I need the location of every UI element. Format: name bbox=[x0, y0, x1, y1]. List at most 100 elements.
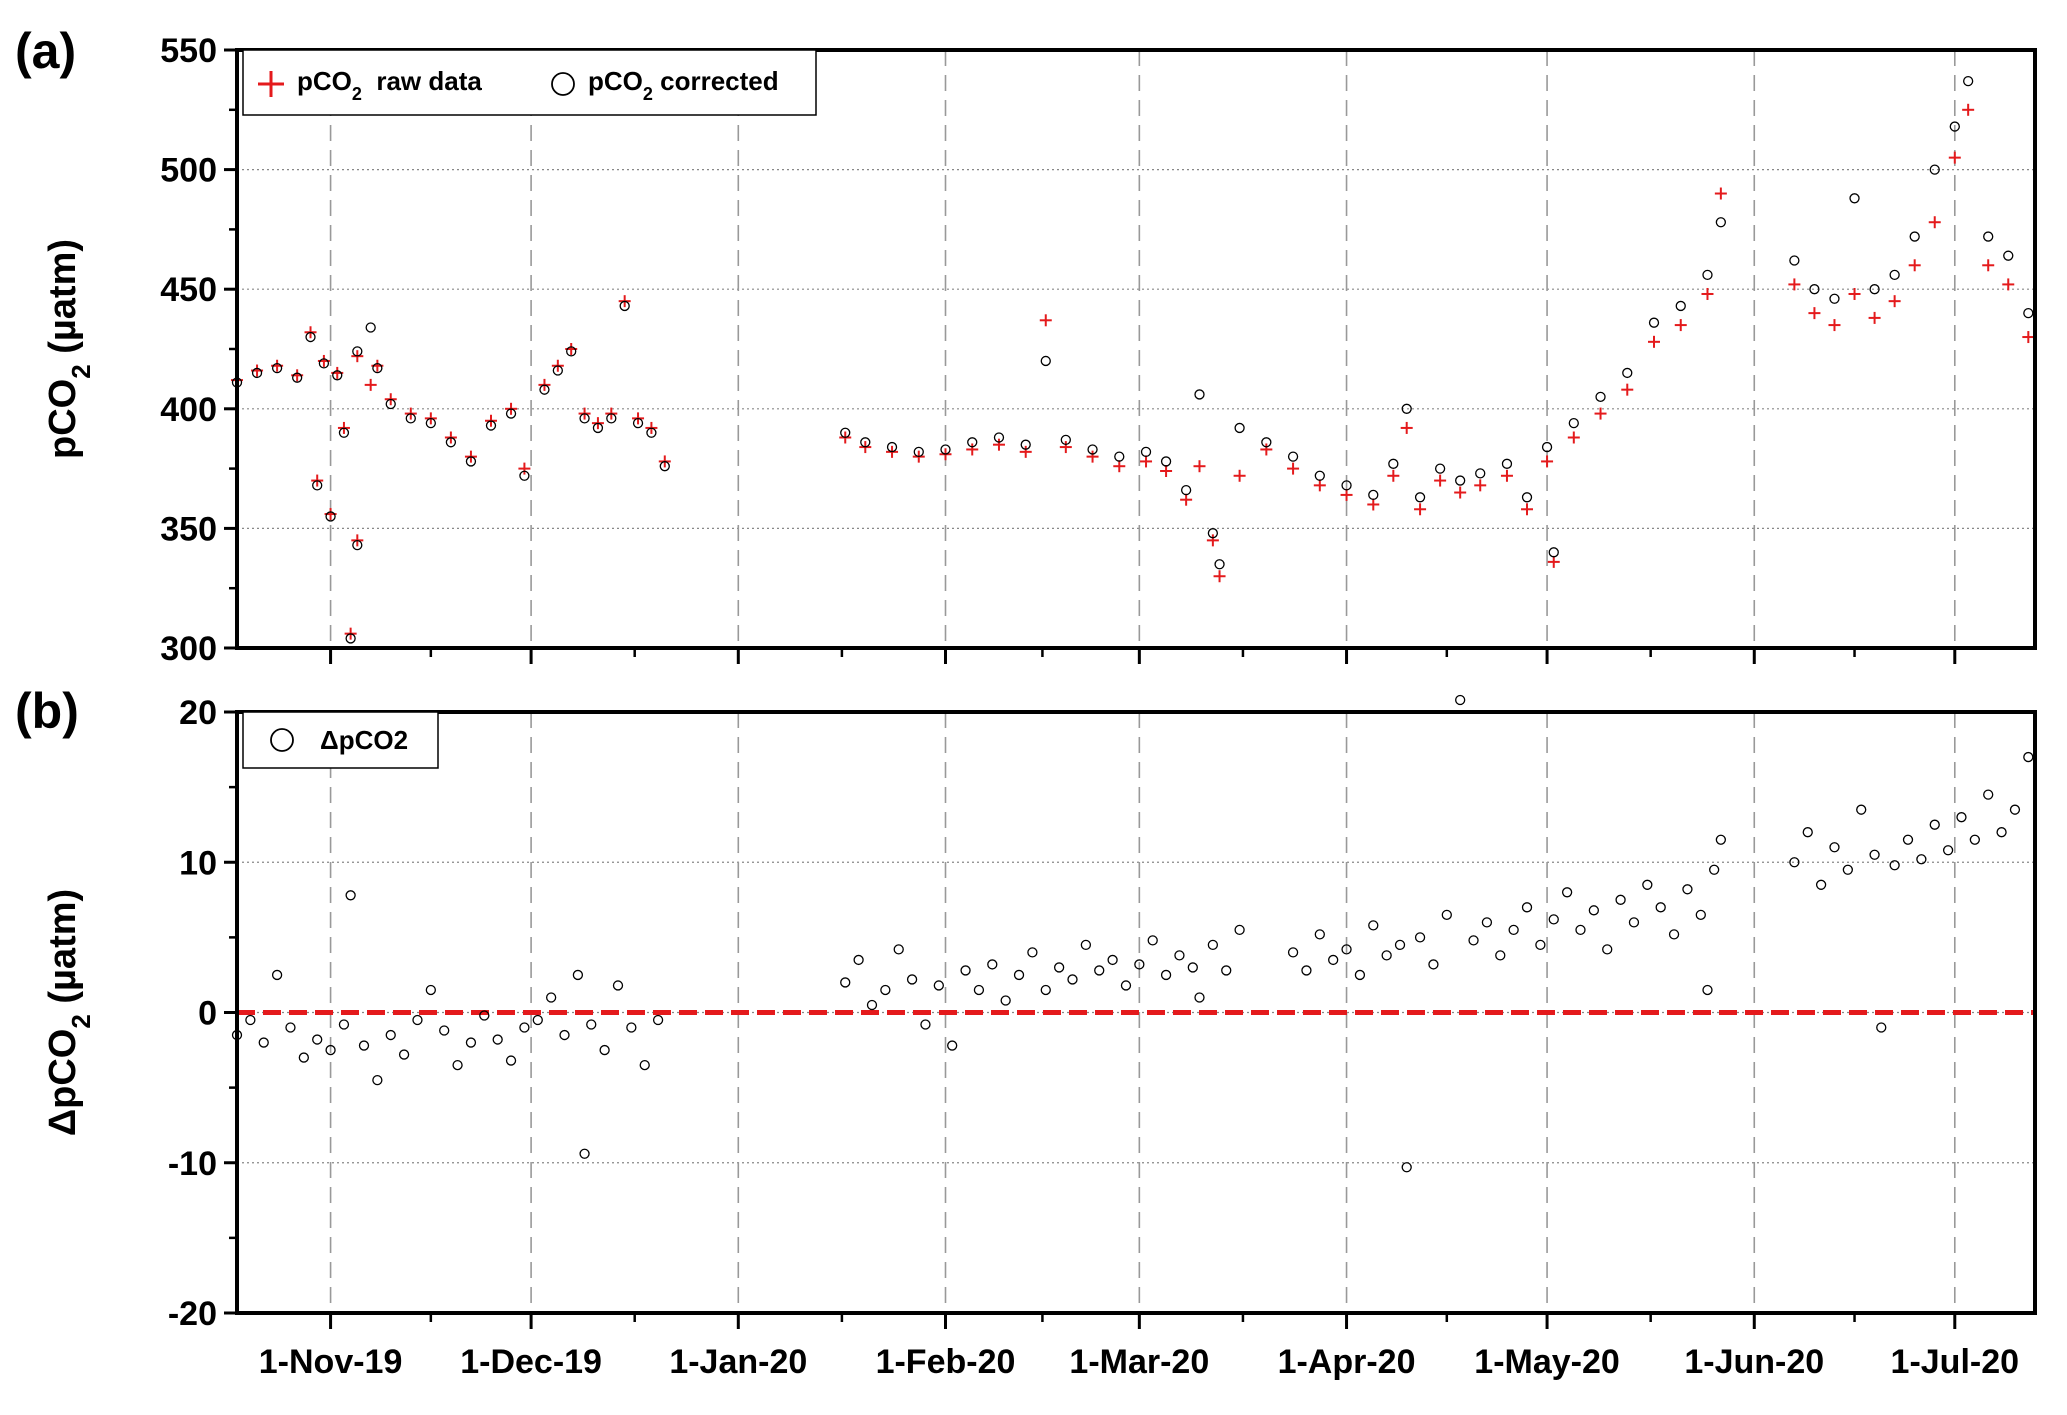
legend-delta-marker bbox=[270, 728, 294, 752]
raw-data-point bbox=[1313, 479, 1326, 492]
corrected-data-point bbox=[1060, 434, 1071, 446]
panel-a-label: (a) bbox=[15, 23, 76, 79]
corrected-data-point bbox=[592, 422, 604, 434]
raw-data-point bbox=[1928, 216, 1941, 229]
delta-data-point bbox=[398, 1049, 410, 1060]
raw-data-point bbox=[1434, 474, 1447, 487]
delta-data-point bbox=[1194, 992, 1205, 1003]
delta-data-point bbox=[947, 1040, 958, 1051]
delta-data-point bbox=[1829, 842, 1840, 853]
panel-a: (a) 300 350 400 450 500 550 pCO2 (µatm) pCO2 … bbox=[15, 23, 2037, 668]
corrected-data-point bbox=[465, 456, 477, 467]
corrected-data-point bbox=[1040, 355, 1051, 367]
raw-data-point bbox=[1454, 486, 1467, 499]
corrected-data-point bbox=[552, 365, 563, 376]
x-tick-label: 1-Jun-20 bbox=[1684, 1343, 1824, 1381]
raw-data-point bbox=[1233, 469, 1246, 482]
delta-data-point bbox=[258, 1037, 269, 1048]
panel-b-y-axis-title: ΔpCO2 (µatm) bbox=[42, 889, 96, 1136]
delta-data-point bbox=[465, 1037, 477, 1048]
delta-data-point bbox=[1053, 962, 1065, 973]
corrected-data-point bbox=[1234, 422, 1245, 434]
delta-data-point bbox=[1401, 1162, 1412, 1173]
panel-a-x-ticks bbox=[329, 648, 1957, 664]
legend-raw-data-marker bbox=[258, 71, 284, 97]
delta-data-point bbox=[1414, 932, 1426, 943]
delta-data-point bbox=[1889, 860, 1900, 871]
corrected-data-point bbox=[445, 437, 457, 448]
raw-data-point bbox=[1500, 469, 1513, 482]
delta-data-point bbox=[880, 984, 891, 996]
delta-data-point bbox=[933, 980, 944, 991]
panel-b-label: (b) bbox=[15, 683, 79, 739]
raw-data-point bbox=[1908, 259, 1921, 272]
corrected-data-point bbox=[292, 372, 303, 383]
corrected-data-point bbox=[539, 384, 550, 395]
raw-data-point bbox=[2022, 331, 2035, 344]
raw-data-point bbox=[1206, 534, 1219, 547]
delta-data-point bbox=[1094, 965, 1105, 976]
corrected-data-point bbox=[1829, 293, 1840, 304]
x-tick-label: 1-Feb-20 bbox=[876, 1343, 1016, 1381]
delta-data-point bbox=[2009, 804, 2021, 815]
delta-data-point bbox=[853, 954, 864, 966]
corrected-data-point bbox=[2023, 307, 2034, 319]
delta-data-point bbox=[1027, 947, 1038, 958]
corrected-data-point bbox=[1388, 458, 1399, 469]
raw-data-point bbox=[1039, 314, 1052, 327]
delta-data-point bbox=[866, 999, 878, 1011]
panel-b-legend: ΔpCO2 bbox=[242, 711, 439, 769]
delta-data-point bbox=[1287, 947, 1299, 958]
corrected-data-point bbox=[325, 511, 336, 522]
raw-data-point bbox=[1828, 319, 1841, 332]
corrected-data-point bbox=[1114, 451, 1125, 462]
corrected-data-point bbox=[1548, 547, 1559, 558]
delta-data-point bbox=[338, 1019, 350, 1030]
corrected-data-point bbox=[579, 413, 590, 424]
delta-data-point bbox=[492, 1034, 503, 1045]
delta-data-point bbox=[1521, 902, 1533, 913]
delta-data-point bbox=[271, 969, 283, 981]
corrected-data-point bbox=[1949, 121, 1960, 132]
y-tick-label: 350 bbox=[160, 510, 217, 548]
delta-data-point bbox=[1394, 939, 1406, 951]
delta-data-point bbox=[285, 1022, 296, 1033]
delta-data-point bbox=[1942, 845, 1954, 856]
corrected-data-point bbox=[352, 346, 363, 357]
raw-data-point bbox=[1547, 555, 1560, 568]
corrected-data-point bbox=[646, 427, 657, 438]
raw-data-point bbox=[1808, 307, 1821, 320]
corrected-data-point bbox=[1368, 489, 1379, 501]
corrected-data-point bbox=[1521, 492, 1533, 503]
delta-data-point bbox=[1655, 902, 1666, 913]
corrected-data-point bbox=[1261, 437, 1272, 448]
panel-a-y-axis-title-subscript: 2 bbox=[66, 364, 96, 378]
corrected-data-point bbox=[1140, 446, 1152, 458]
delta-data-point bbox=[1040, 984, 1051, 996]
delta-data-point bbox=[1221, 965, 1232, 976]
corrected-data-point bbox=[1160, 456, 1172, 467]
y-tick-label: 10 bbox=[179, 844, 217, 882]
corrected-data-point bbox=[993, 432, 1005, 443]
delta-data-point bbox=[345, 890, 356, 901]
delta-data-point bbox=[1842, 864, 1853, 875]
delta-data-point bbox=[298, 1052, 309, 1063]
delta-data-point bbox=[1802, 827, 1813, 838]
delta-data-point bbox=[1495, 950, 1506, 961]
y-tick-label: 20 bbox=[179, 694, 217, 732]
delta-data-point bbox=[960, 965, 971, 976]
corrected-data-point bbox=[338, 427, 350, 438]
delta-data-point bbox=[1354, 969, 1366, 981]
panel-b-legend-box bbox=[242, 711, 439, 769]
delta-data-point bbox=[1682, 884, 1693, 895]
x-tick-label: 1-Mar-20 bbox=[1069, 1343, 1209, 1381]
raw-data-point bbox=[1340, 488, 1353, 501]
corrected-data-point bbox=[405, 413, 416, 424]
delta-data-point bbox=[1815, 879, 1827, 890]
legend-corrected-marker bbox=[551, 72, 575, 96]
raw-data-point bbox=[1113, 460, 1126, 473]
delta-data-point bbox=[1187, 962, 1198, 973]
corrected-data-point bbox=[1568, 418, 1579, 429]
delta-data-point bbox=[505, 1055, 517, 1066]
corrected-data-point bbox=[606, 413, 617, 424]
